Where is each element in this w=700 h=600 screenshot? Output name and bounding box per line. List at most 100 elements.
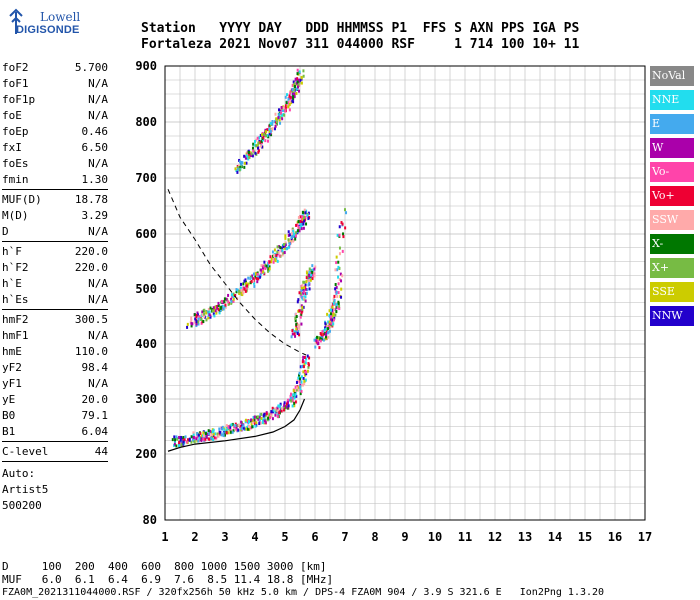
trace-point: [218, 311, 221, 315]
trace-point: [263, 133, 266, 137]
trace-point: [312, 271, 315, 275]
trace-point: [222, 431, 225, 435]
trace-point: [295, 322, 298, 326]
trace-point: [298, 371, 301, 375]
trace-point: [234, 167, 237, 171]
trace-point: [291, 227, 294, 231]
trace-point: [327, 320, 330, 324]
trace-point: [184, 435, 187, 439]
trace-point: [193, 440, 196, 444]
trace-point: [289, 233, 292, 237]
trace-point: [266, 139, 269, 143]
trace-point: [221, 306, 224, 310]
trace-point: [332, 318, 335, 322]
trace-point: [321, 330, 324, 334]
param-row: yE 20.0: [2, 392, 108, 408]
trace-point: [299, 222, 302, 226]
trace-point: [337, 265, 340, 269]
trace-point: [285, 405, 288, 409]
trace-point: [269, 129, 272, 133]
trace-point: [332, 312, 335, 316]
trace-point: [302, 287, 305, 291]
trace-point: [276, 250, 279, 254]
trace-point: [182, 436, 185, 440]
trace-point: [285, 247, 288, 251]
trace-point: [258, 136, 261, 140]
trace-point: [258, 415, 261, 419]
param-label: foEp: [2, 125, 29, 138]
trace-point: [296, 77, 299, 81]
trace-point: [333, 307, 336, 311]
legend-item: W: [650, 138, 694, 158]
trace-point: [251, 418, 254, 422]
trace-point: [296, 87, 299, 91]
digisonde-logo: Lowell DIGISONDE: [4, 4, 80, 48]
trace-point: [334, 283, 337, 287]
trace-point: [250, 418, 253, 422]
trace-point: [223, 428, 226, 432]
trace-point: [292, 92, 295, 96]
trace-point: [200, 438, 203, 442]
trace-point: [245, 154, 248, 158]
trace-point: [242, 287, 245, 291]
trace-point: [250, 154, 253, 158]
trace-point: [243, 165, 246, 169]
param-value: 5.700: [74, 61, 108, 74]
trace-point: [301, 360, 304, 364]
trace-point: [293, 232, 296, 236]
logo-antenna-icon: [9, 8, 23, 34]
trace-point: [211, 433, 214, 437]
trace-point: [203, 314, 206, 318]
trace-point: [224, 303, 227, 307]
trace-point: [308, 356, 311, 360]
trace-point: [259, 268, 262, 272]
y-tick-label: 80: [143, 513, 157, 527]
trace-point: [272, 408, 275, 412]
trace-point: [217, 304, 220, 308]
chart-grid: [164, 65, 646, 521]
x-tick-label: 10: [428, 530, 442, 544]
trace-point: [308, 287, 311, 291]
trace-point: [300, 289, 303, 293]
x-tick-label: 1: [161, 530, 168, 544]
trace-point: [262, 268, 265, 272]
trace-point: [274, 124, 277, 128]
trace-point: [293, 95, 296, 99]
trace-point: [255, 276, 258, 280]
auto-label: Auto:: [2, 467, 36, 480]
param-label: h`F: [2, 245, 22, 258]
trace-point: [219, 431, 222, 435]
trace-point: [214, 306, 217, 310]
trace-point: [291, 404, 294, 408]
trace-point: [175, 444, 178, 448]
param-row: fmin 1.30: [2, 172, 108, 188]
trace-point: [298, 226, 301, 230]
trace-point: [302, 291, 305, 295]
trace-point: [296, 223, 299, 227]
trace-point: [252, 272, 255, 276]
param-label: B0: [2, 409, 16, 422]
x-tick-label: 15: [578, 530, 592, 544]
trace-point: [273, 253, 276, 257]
trace-point: [265, 264, 268, 268]
trace-point: [237, 428, 240, 432]
trace-point: [284, 109, 287, 113]
trace-point: [217, 301, 220, 305]
trace-point: [278, 113, 281, 117]
trace-point: [288, 102, 291, 106]
trace-point: [253, 418, 256, 422]
x-tick-label: 7: [341, 530, 348, 544]
trace-point: [305, 209, 308, 213]
trace-point: [260, 416, 263, 420]
trace-point: [298, 309, 301, 313]
param-value: N/A: [88, 93, 108, 106]
trace-point: [196, 435, 199, 439]
trace-point: [288, 398, 291, 402]
trace-point: [267, 267, 270, 271]
trace-point: [256, 136, 259, 140]
trace-point: [278, 115, 281, 119]
trace-point: [291, 329, 294, 333]
trace-point: [303, 286, 306, 290]
trace-point: [338, 225, 341, 229]
x-tick-label: 2: [191, 530, 198, 544]
